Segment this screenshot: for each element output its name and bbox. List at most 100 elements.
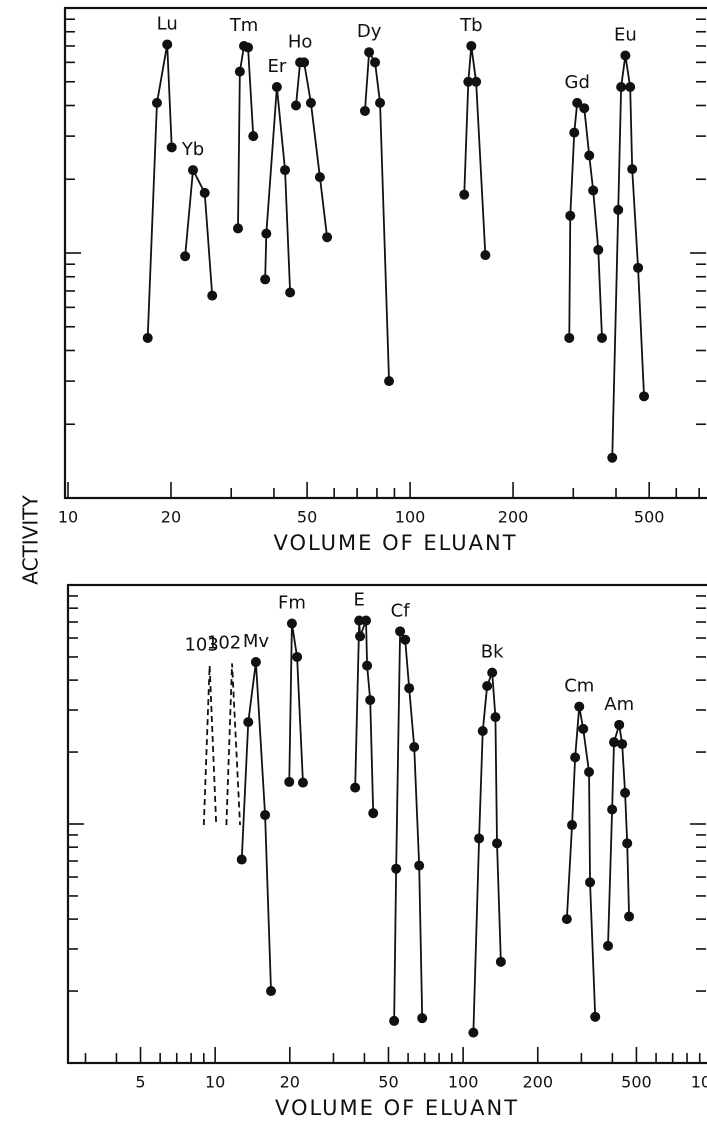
data-point	[459, 189, 470, 200]
data-point	[471, 76, 482, 87]
peak-label: Lu	[157, 13, 178, 34]
data-point	[188, 165, 199, 176]
data-point	[400, 634, 411, 645]
data-point	[574, 701, 585, 712]
peak-label: Yb	[181, 139, 204, 160]
data-point	[625, 81, 636, 92]
data-point	[578, 723, 589, 734]
data-point	[620, 787, 631, 798]
data-point	[292, 651, 303, 662]
data-point	[355, 631, 366, 642]
data-point	[564, 332, 575, 343]
x-tick-label: 10	[58, 508, 78, 527]
data-point	[490, 712, 501, 723]
data-point	[299, 57, 310, 68]
peak-label: Cm	[564, 676, 594, 697]
data-point	[384, 376, 395, 387]
data-point	[624, 911, 635, 922]
data-point	[607, 452, 618, 463]
data-point	[236, 854, 247, 865]
data-point	[162, 39, 173, 50]
x-tick-label: 50	[378, 1073, 398, 1092]
peak-label: Tm	[229, 15, 259, 36]
data-point	[495, 956, 506, 967]
elution-curve	[264, 86, 292, 293]
elution-curve	[146, 44, 173, 338]
data-point	[266, 986, 277, 997]
x-tick-label: 200	[522, 1073, 553, 1092]
data-point	[364, 47, 375, 58]
peak-label: Eu	[614, 24, 637, 45]
x-tick-label: 20	[280, 1073, 300, 1092]
data-point	[633, 262, 644, 273]
data-point	[474, 833, 485, 844]
data-point	[593, 244, 604, 255]
data-point	[404, 683, 415, 694]
x-tick-label: 20	[161, 508, 181, 527]
peak-label: Am	[604, 694, 634, 715]
data-point	[290, 100, 301, 111]
data-point	[565, 210, 576, 221]
peak-label: Cf	[391, 600, 411, 621]
data-point	[620, 50, 631, 61]
data-point	[492, 838, 503, 849]
data-point	[627, 164, 638, 175]
data-point	[207, 290, 218, 301]
data-point	[409, 741, 420, 752]
peak-label: E	[354, 590, 365, 611]
data-point	[297, 777, 308, 788]
data-point	[622, 838, 633, 849]
data-point	[180, 251, 191, 262]
data-point	[585, 877, 596, 888]
data-point	[248, 131, 259, 142]
data-point	[365, 695, 376, 706]
elution-curve	[568, 101, 603, 339]
data-point	[354, 615, 365, 626]
data-point	[584, 767, 595, 778]
peak-label: Bk	[481, 642, 504, 663]
x-axis-label: VOLUME OF ELUANT	[275, 1096, 519, 1120]
x-tick-label: 10	[205, 1073, 225, 1092]
elution-curve	[393, 628, 424, 1021]
data-point	[271, 81, 282, 92]
data-point	[375, 97, 386, 108]
data-point	[579, 103, 590, 114]
x-tick-label: 200	[498, 508, 529, 527]
dashed-curve	[202, 665, 218, 826]
data-point	[232, 223, 243, 234]
data-point	[603, 940, 614, 951]
data-point	[389, 1015, 400, 1026]
data-point	[322, 232, 333, 243]
data-point	[368, 808, 379, 819]
data-point	[243, 717, 254, 728]
data-point	[260, 810, 271, 821]
data-point	[391, 863, 402, 874]
peak-label: Ho	[288, 31, 313, 52]
data-point	[588, 185, 599, 196]
data-point	[570, 752, 581, 763]
data-point	[350, 782, 361, 793]
y-axis-label: ACTIVITY	[19, 495, 43, 585]
x-tick-label: 1000	[691, 1073, 707, 1092]
data-point	[477, 725, 488, 736]
data-point	[613, 204, 624, 215]
data-point	[260, 274, 271, 285]
x-axis-label: VOLUME OF ELUANT	[273, 531, 517, 555]
peak-label: 102	[207, 632, 241, 653]
data-point	[359, 105, 370, 116]
x-tick-label: 500	[634, 508, 665, 527]
elution-curve	[472, 672, 502, 1033]
x-tick-label: 100	[448, 1073, 479, 1092]
data-point	[362, 660, 373, 671]
data-point	[466, 40, 477, 51]
data-point	[616, 81, 627, 92]
data-point	[463, 76, 474, 87]
data-point	[617, 739, 628, 750]
peak-label: Gd	[565, 72, 590, 93]
data-point	[142, 332, 153, 343]
peak-label: 103	[184, 635, 218, 656]
data-point	[468, 1027, 479, 1038]
data-point	[285, 287, 296, 298]
data-point	[614, 719, 625, 730]
